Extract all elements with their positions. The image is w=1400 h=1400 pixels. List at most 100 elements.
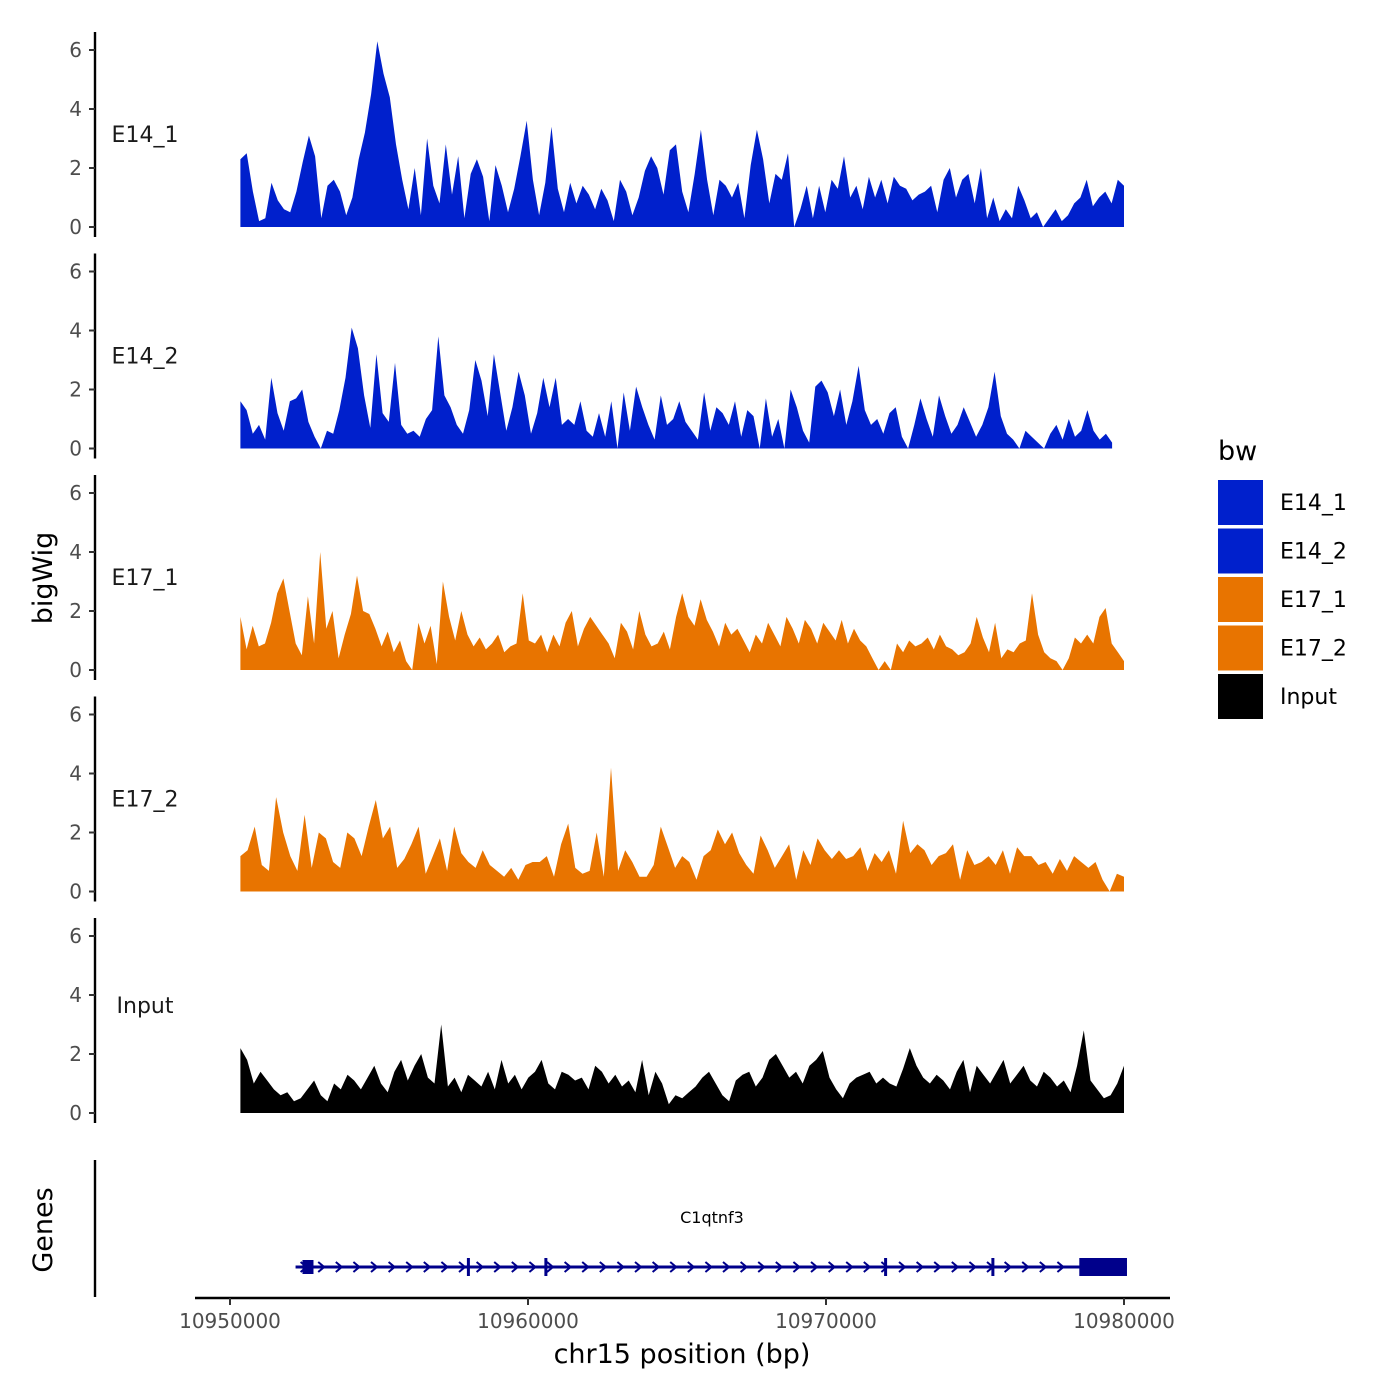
gene-track: C1qtnf3 (93, 1160, 1127, 1297)
strand-arrow (687, 1261, 696, 1273)
y-tick-label: 2 (69, 1042, 82, 1066)
y-tick-label: 2 (69, 378, 82, 402)
exon-block (302, 1260, 314, 1274)
y-tick-label: 4 (69, 983, 82, 1007)
exon-mark (466, 1258, 470, 1276)
strand-arrow (405, 1261, 414, 1273)
y-tick-label: 0 (69, 658, 82, 682)
strand-arrow (880, 1261, 889, 1273)
y-tick-label: 2 (69, 599, 82, 623)
strand-arrow (810, 1261, 819, 1273)
strand-arrow (898, 1261, 907, 1273)
strand-arrow (1056, 1261, 1065, 1273)
y-tick-label: 0 (69, 880, 82, 904)
legend-swatch (1218, 674, 1263, 719)
strand-arrow (704, 1261, 713, 1273)
strand-arrow (616, 1261, 625, 1273)
legend: bw E14_1 E14_2 E17_1 E17_2 Input (1218, 436, 1347, 719)
strand-arrow (317, 1261, 326, 1273)
track-panel: 0 2 4 6 E14_1 (69, 32, 1124, 239)
strand-arrow (951, 1261, 960, 1273)
y-tick-label: 4 (69, 540, 82, 564)
y-tick-label: 0 (69, 215, 82, 239)
strand-arrow (792, 1261, 801, 1273)
gene-name-label: C1qtnf3 (680, 1208, 744, 1227)
strand-arrow (352, 1261, 361, 1273)
x-axis-title: chr15 position (bp) (554, 1339, 811, 1370)
strand-arrow (599, 1261, 608, 1273)
track-label: E17_2 (112, 788, 179, 813)
coverage-tracks: 0 2 4 6 E14_1 0 2 4 6 E14_2 0 2 4 6 E17_1 0 2 4 6 E17_2 0 2 4 6… (69, 32, 1124, 1125)
x-tick-label: 10960000 (477, 1309, 579, 1333)
track-panel: 0 2 4 6 E14_2 (69, 253, 1113, 461)
strand-arrow (669, 1261, 678, 1273)
strand-arrow (915, 1261, 925, 1273)
strand-arrow (968, 1261, 977, 1273)
coverage-area (240, 767, 1124, 892)
track-label: Input (117, 994, 174, 1019)
x-tick-label: 10980000 (1073, 1309, 1175, 1333)
utr-block (1079, 1258, 1127, 1276)
legend-label: E14_1 (1280, 491, 1347, 516)
strand-arrow (863, 1261, 872, 1273)
track-panel: 0 2 4 6 E17_2 (69, 696, 1124, 904)
strand-arrow (827, 1261, 837, 1273)
coverage-area (240, 327, 1113, 449)
y-tick-label: 0 (69, 1101, 82, 1125)
track-label: E17_1 (112, 566, 179, 591)
y-tick-label: 6 (69, 703, 82, 727)
strand-arrow (458, 1261, 467, 1273)
coverage-area (240, 552, 1124, 670)
y-tick-label: 6 (69, 481, 82, 505)
y-tick-label: 4 (69, 762, 82, 786)
strand-arrow (722, 1261, 731, 1273)
x-axis: 10950000 10960000 10970000 10980000 (179, 1296, 1175, 1333)
x-tick-label: 10950000 (179, 1309, 281, 1333)
y-axis-title: bigWig (28, 532, 59, 625)
gene-track-title: Genes (28, 1187, 59, 1272)
strand-arrow (528, 1261, 537, 1273)
strand-arrow (335, 1261, 344, 1273)
strand-arrow (387, 1261, 397, 1273)
y-tick-label: 6 (69, 924, 82, 948)
strand-arrow (1039, 1261, 1048, 1273)
track-panel: 0 2 4 6 E17_1 (69, 475, 1124, 682)
strand-arrow (845, 1261, 854, 1273)
strand-arrow (563, 1261, 573, 1273)
strand-arrow (1003, 1261, 1013, 1273)
exon-mark (884, 1258, 888, 1276)
coverage-area (240, 41, 1124, 228)
track-label: E14_1 (112, 123, 179, 148)
y-tick-label: 6 (69, 38, 82, 62)
strand-arrow (739, 1261, 749, 1273)
strand-arrow (511, 1261, 520, 1273)
strand-arrow (440, 1261, 449, 1273)
track-label: E14_2 (112, 345, 179, 370)
coverage-area (240, 1024, 1124, 1113)
y-tick-label: 4 (69, 319, 82, 343)
legend-swatch (1218, 625, 1263, 671)
legend-title: bw (1218, 436, 1257, 467)
legend-label: E14_2 (1280, 540, 1347, 565)
exon-mark (991, 1258, 995, 1276)
strand-arrow (475, 1261, 485, 1273)
strand-arrow (634, 1261, 643, 1273)
legend-label: E17_2 (1280, 637, 1347, 662)
strand-arrow (651, 1261, 661, 1273)
strand-arrow (581, 1261, 590, 1273)
y-tick-label: 2 (69, 821, 82, 845)
legend-swatch (1218, 480, 1263, 525)
strand-arrow (370, 1261, 379, 1273)
strand-arrow (757, 1261, 766, 1273)
strand-arrow (493, 1261, 502, 1273)
x-tick-label: 10970000 (775, 1309, 877, 1333)
strand-arrow (423, 1261, 432, 1273)
y-tick-label: 0 (69, 437, 82, 461)
legend-swatch (1218, 528, 1263, 574)
y-tick-label: 6 (69, 260, 82, 284)
strand-arrow (775, 1261, 784, 1273)
y-tick-label: 4 (69, 97, 82, 121)
legend-label: Input (1280, 685, 1337, 710)
track-panel: 0 2 4 6 Input (69, 918, 1124, 1125)
